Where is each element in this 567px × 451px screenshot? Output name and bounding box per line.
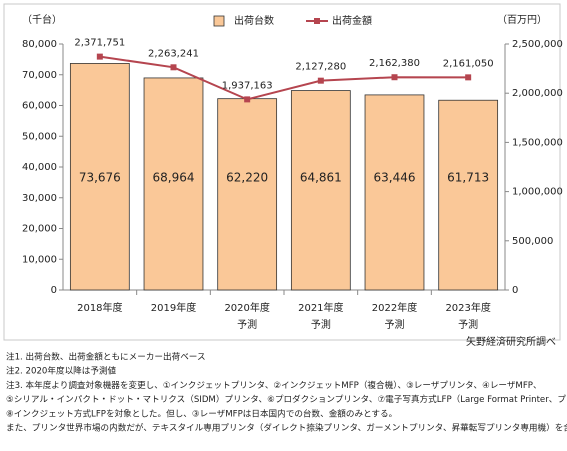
y-tick-label: 70,000 (22, 70, 57, 81)
y2-tick-label: 2,000,000 (512, 88, 563, 99)
y2-tick-label: 1,500,000 (512, 137, 563, 148)
note: 注2. 2020年度以降は予測値 (6, 365, 117, 377)
line-marker (170, 64, 177, 71)
bar (69, 63, 130, 291)
y-tick-label: 50,000 (22, 131, 57, 142)
y2-tick-label: 0 (512, 285, 518, 296)
line-value-label: 2,161,050 (443, 58, 494, 69)
x-tick-label: 予測 (458, 318, 478, 331)
line-marker (244, 96, 251, 103)
bar-value-label: 64,861 (300, 171, 342, 185)
y-tick-label: 60,000 (22, 101, 57, 112)
source: 矢野経済研究所調べ (466, 335, 556, 348)
y-axis-label: （千台） (22, 13, 62, 26)
x-tick-label: 2020年度 (224, 301, 269, 314)
bar (290, 90, 351, 291)
line-marker (465, 74, 472, 81)
note: 注1. 出荷台数、出荷金額ともにメーカー出荷ベース (6, 351, 206, 363)
x-tick-label: 予測 (237, 318, 257, 331)
line-marker (391, 74, 398, 81)
x-tick-label: 2019年度 (151, 301, 196, 314)
line-value-label: 2,371,751 (74, 38, 125, 49)
bar-value-label: 61,713 (447, 171, 489, 185)
y2-axis-label: （百万円） (497, 14, 547, 26)
line-marker (96, 53, 103, 60)
y-tick-label: 40,000 (22, 162, 57, 173)
x-tick-label: 2023年度 (445, 301, 490, 314)
bar (217, 98, 278, 291)
line-value-label: 2,127,280 (295, 62, 346, 73)
line-value-label: 1,937,163 (222, 80, 273, 91)
line-value-label: 2,263,241 (148, 48, 199, 59)
x-tick-label: 予測 (385, 318, 405, 331)
note: 注3. 本年度より調査対象機器を変更し、①インクジェットプリンタ、②インクジェッ… (6, 379, 542, 391)
bar (364, 94, 425, 291)
x-tick-label: 2022年度 (372, 301, 417, 314)
x-tick-label: 2021年度 (298, 301, 343, 314)
note: ⑧インクジェット方式LFPを対象とした。但し、③レーザMFPは日本国内での台数、… (6, 407, 397, 419)
bar (438, 99, 499, 291)
y-tick-label: 80,000 (22, 39, 57, 50)
bar-value-label: 63,446 (374, 171, 416, 185)
y2-tick-label: 2,500,000 (512, 39, 563, 50)
legend-label: 出荷金額 (332, 14, 372, 27)
line (99, 55, 469, 101)
y-tick-label: 20,000 (22, 224, 57, 235)
y-tick-label: 30,000 (22, 193, 57, 204)
bar-value-label: 62,220 (226, 171, 268, 185)
y-tick-label: 10,000 (22, 254, 57, 265)
legend-swatch (314, 18, 320, 24)
bar (143, 77, 204, 291)
x-tick-label: 予測 (311, 318, 331, 331)
bar-value-label: 73,676 (79, 171, 121, 185)
y2-tick-label: 500,000 (512, 236, 553, 247)
x-tick-label: 2018年度 (77, 301, 122, 314)
note: ⑤シリアル・インパクト・ドット・マトリクス（SIDM）プリンタ、⑥プロダクション… (6, 393, 567, 405)
legend-swatch (213, 15, 225, 27)
note: また、プリンタ世界市場の内数だが、テキスタイル専用プリンタ（ダイレクト捺染プリン… (6, 422, 567, 434)
chart-frame (3, 3, 561, 341)
line-value-label: 2,162,380 (369, 58, 420, 69)
y-tick-label: 0 (51, 285, 57, 296)
line-marker (317, 77, 324, 84)
y2-tick-label: 1,000,000 (512, 187, 563, 198)
legend-label: 出荷台数 (234, 14, 274, 27)
bar-value-label: 68,964 (153, 171, 195, 185)
